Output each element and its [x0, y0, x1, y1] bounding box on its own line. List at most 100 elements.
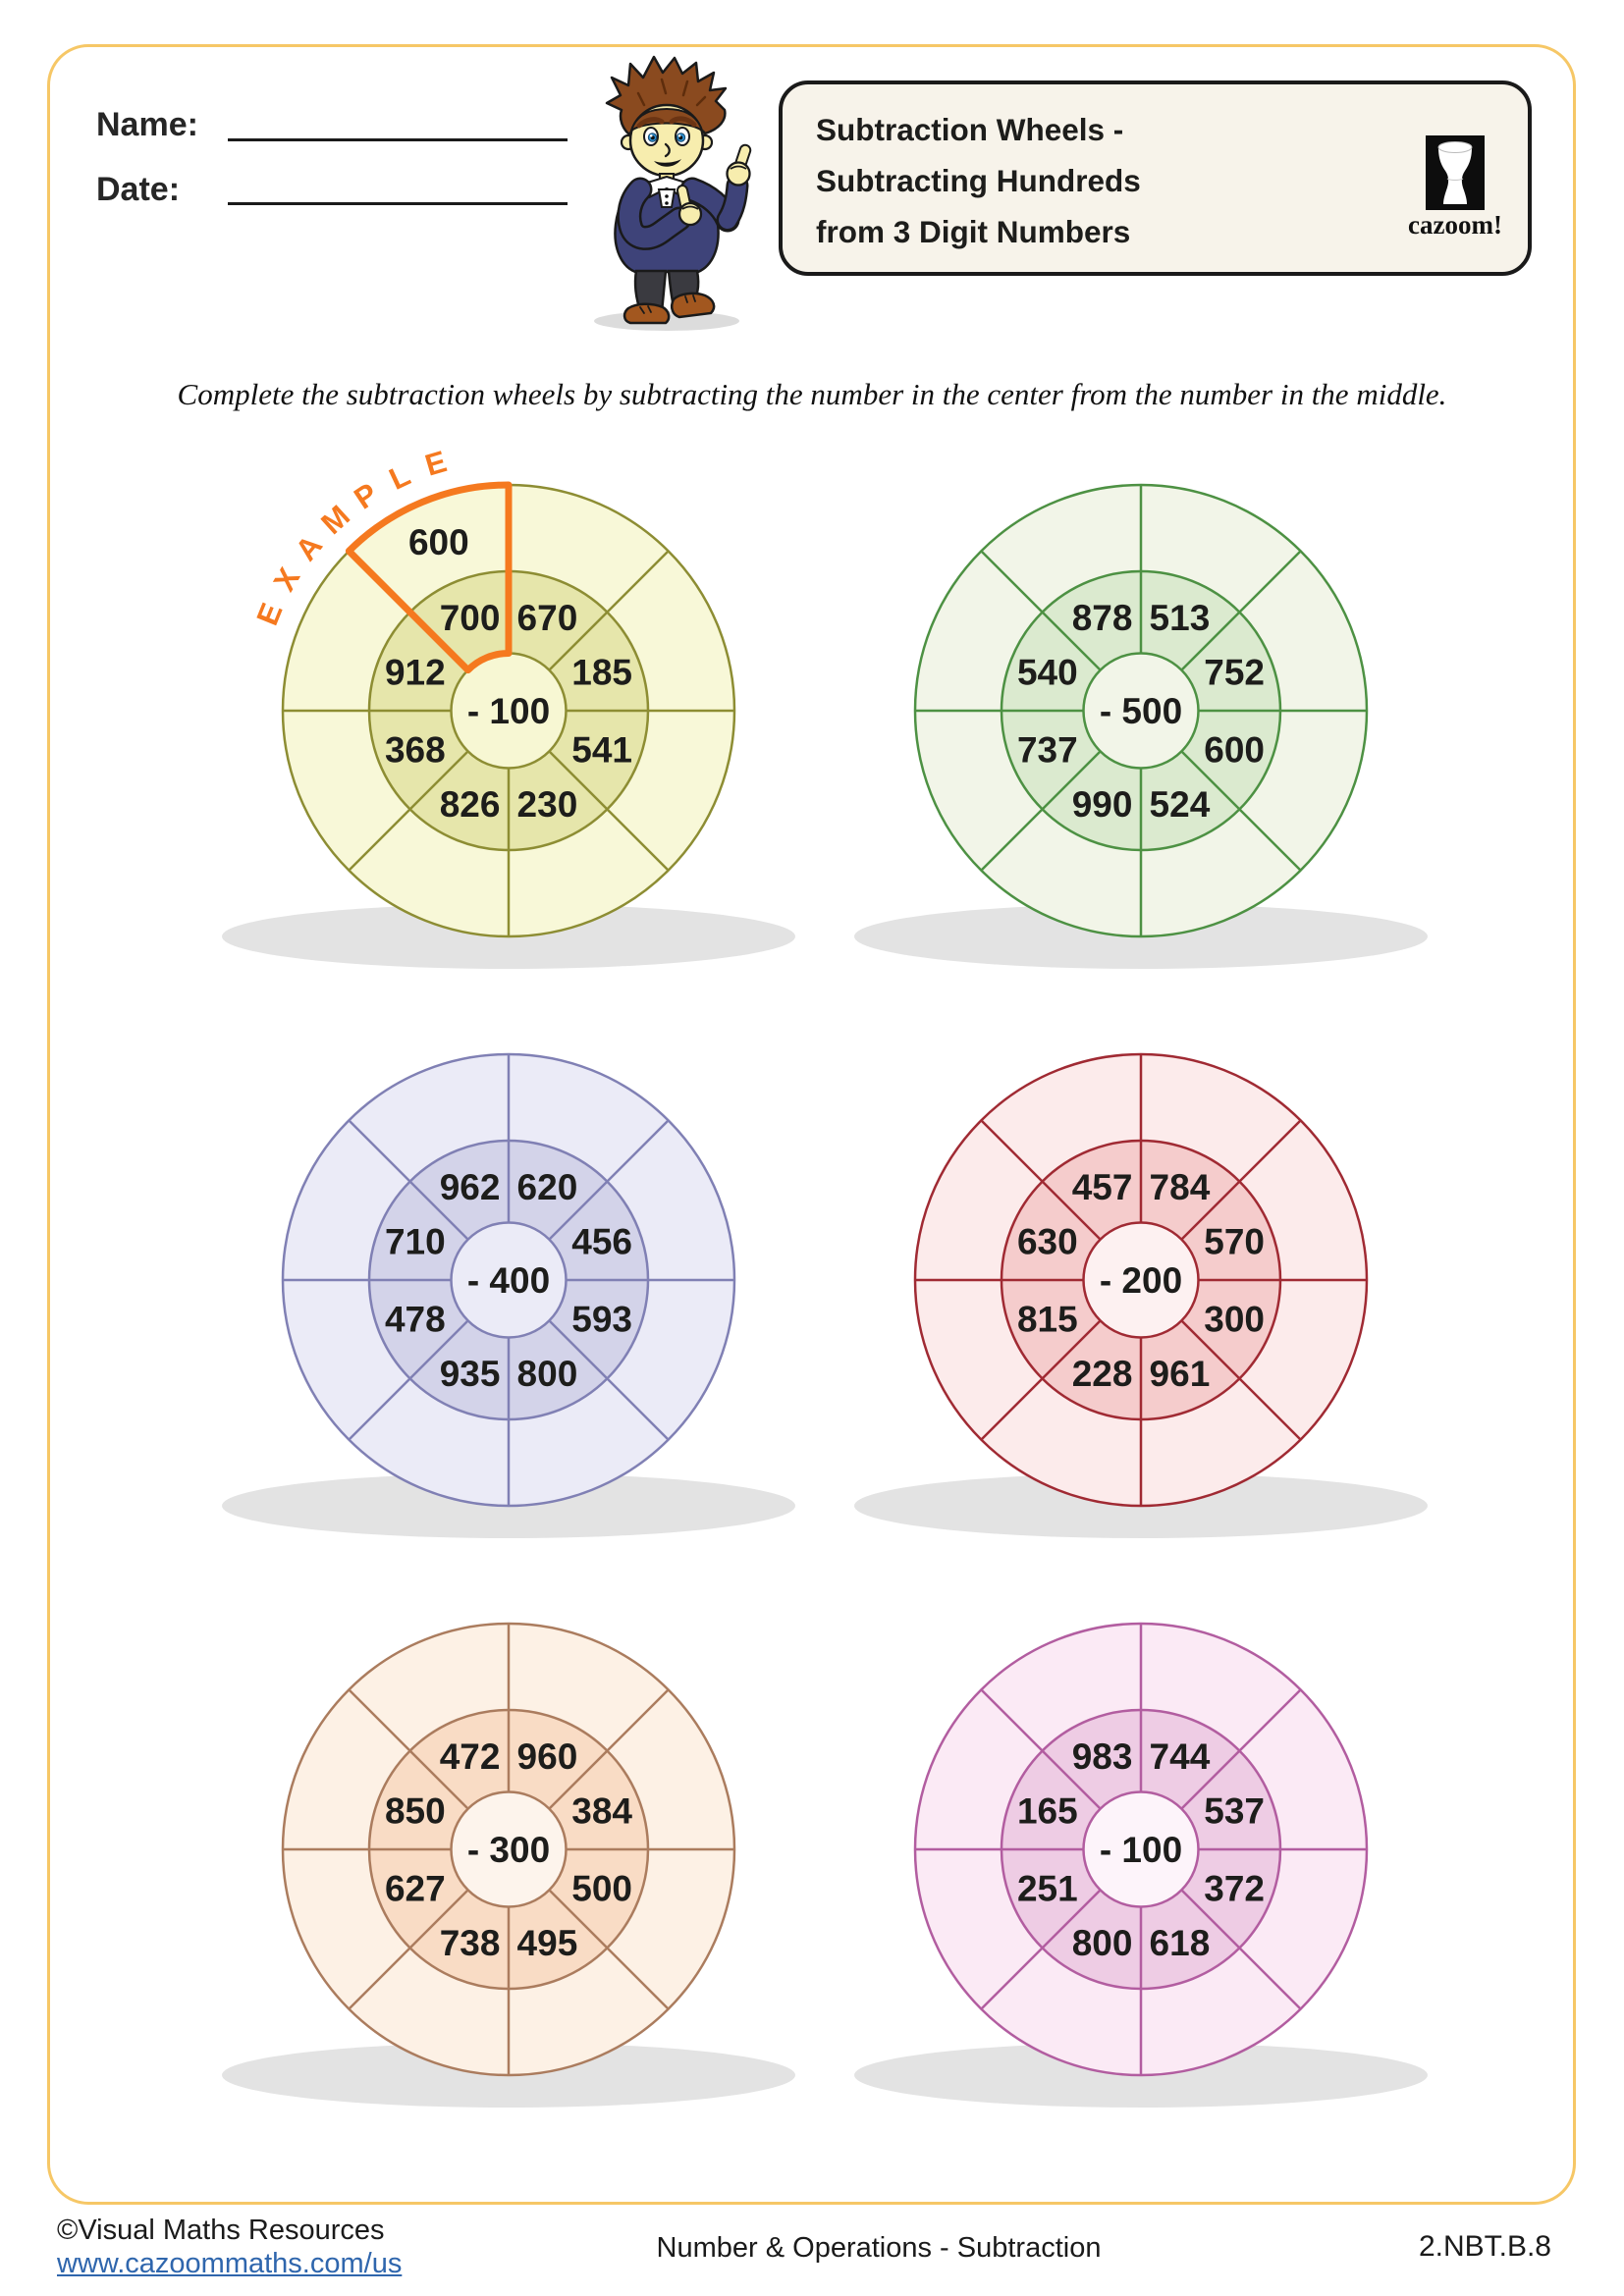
sector-divider-line	[980, 1119, 1102, 1241]
example-sector-outline	[345, 481, 513, 674]
title-line-1: Subtraction Wheels -	[816, 112, 1124, 147]
sector-divider-line	[348, 1319, 469, 1441]
example-label-letter: P	[348, 476, 384, 516]
inner-sector-value: 800	[517, 1354, 578, 1394]
inner-sector-value: 251	[1017, 1868, 1078, 1908]
inner-sector-value: 800	[1072, 1923, 1133, 1963]
inner-sector-value: 850	[385, 1791, 446, 1832]
sector-divider-line	[1180, 750, 1302, 872]
sector-divider-line	[548, 550, 670, 671]
footer-topic: Number & Operations - Subtraction	[656, 2232, 1102, 2264]
mascot-eyebrows	[636, 116, 697, 129]
sector-divider-line	[1180, 1319, 1302, 1441]
mascot-laces	[639, 294, 696, 314]
subtraction-wheel-4: 784 570 300 961 228 815 630 457 - 200	[854, 1052, 1428, 1538]
name-line	[228, 138, 568, 141]
mascot-mouth	[654, 159, 681, 167]
sector-divider-line	[548, 1889, 670, 2010]
wheel-ring-outline	[450, 1221, 568, 1339]
footer-link[interactable]: www.cazoommaths.com/us	[57, 2248, 403, 2279]
inner-sector-value: 738	[440, 1923, 501, 1963]
inner-sector-value: 593	[571, 1299, 632, 1339]
inner-sector-value: 513	[1150, 598, 1211, 638]
sector-divider-line	[980, 750, 1102, 872]
mascot-button	[665, 201, 669, 205]
wheel-ring-fill	[451, 653, 567, 769]
inner-sector-value: 815	[1017, 1299, 1078, 1339]
title-line-3: from 3 Digit Numbers	[816, 214, 1131, 249]
mascot-boy-illustration	[594, 55, 752, 331]
wheel-center-operation: - 100	[1100, 1830, 1182, 1870]
wheel-ring-outline	[367, 1139, 650, 1421]
sector-divider-line	[1180, 1688, 1302, 1810]
example-label-letter: A	[289, 528, 329, 566]
subtraction-wheel-6: 744 537 372 618 800 251 165 983 - 100	[854, 1622, 1428, 2108]
inner-sector-value: 618	[1150, 1923, 1211, 1963]
wheel-ring-fill	[1083, 653, 1199, 769]
date-label: Date:	[96, 171, 181, 208]
wheel-ring-outline	[450, 1790, 568, 1908]
sector-divider-line	[980, 550, 1102, 671]
example-label-letter: X	[267, 561, 307, 597]
wheel-ring-outline	[913, 1622, 1369, 2077]
wheel-center-operation: - 400	[467, 1260, 550, 1301]
inner-sector-value: 478	[385, 1299, 446, 1339]
brand-name: cazoom!	[1408, 210, 1502, 240]
mascot-eyes	[643, 127, 690, 146]
wheel-ring-fill	[451, 1222, 567, 1338]
sector-divider-line	[348, 1688, 469, 1810]
inner-sector-value: 912	[385, 653, 446, 693]
sector-divider-line	[980, 1319, 1102, 1441]
mascot-shoe-right	[671, 292, 716, 319]
instruction-text: Complete the subtraction wheels by subtr…	[177, 377, 1447, 411]
footer-copyright: ©Visual Maths Resources	[57, 2215, 385, 2246]
wheel-center-operation: - 300	[467, 1830, 550, 1870]
sector-divider-line	[348, 1889, 469, 2010]
inner-sector-value: 500	[571, 1868, 632, 1908]
wheel-ring-outline	[913, 1052, 1369, 1508]
sector-divider-line	[548, 1688, 670, 1810]
sector-divider-line	[548, 1319, 670, 1441]
inner-sector-value: 710	[385, 1222, 446, 1262]
outer-sector-answer: 600	[408, 522, 469, 562]
inner-sector-value: 878	[1072, 598, 1133, 638]
inner-sector-value: 784	[1150, 1167, 1211, 1207]
subtraction-wheel-2: 513 752 600 524 990 737 540 878 - 500	[854, 483, 1428, 969]
mascot-hair-strands	[636, 78, 707, 107]
wheel-ring-outline	[1000, 1708, 1282, 1991]
sector-divider-line	[980, 1688, 1102, 1810]
example-label-letter: E	[249, 598, 289, 629]
inner-sector-value: 384	[571, 1791, 632, 1832]
date-line	[228, 202, 568, 205]
wheel-ring-outline	[1000, 569, 1282, 852]
mascot-button	[665, 194, 669, 198]
mascot-chest-hand	[677, 185, 703, 227]
inner-sector-value: 961	[1150, 1354, 1211, 1394]
inner-sector-value: 165	[1017, 1791, 1078, 1832]
inner-sector-value: 537	[1204, 1791, 1265, 1832]
wheel-ring-outline	[1082, 652, 1200, 770]
sector-divider-line	[348, 750, 469, 872]
sector-divider-line	[1180, 1119, 1302, 1241]
wheel-ring-outline	[1082, 1790, 1200, 1908]
inner-sector-value: 962	[440, 1167, 501, 1207]
inner-sector-value: 372	[1204, 1868, 1265, 1908]
inner-sector-value: 935	[440, 1354, 501, 1394]
wheel-ring-outline	[913, 483, 1369, 938]
inner-sector-value: 752	[1204, 653, 1265, 693]
worksheet-title: Subtraction Wheels - Subtracting Hundred…	[816, 104, 1141, 257]
example-label-letter: L	[384, 457, 415, 497]
title-line-2: Subtracting Hundreds	[816, 163, 1141, 198]
inner-sector-value: 600	[1204, 729, 1265, 770]
inner-sector-value: 540	[1017, 653, 1078, 693]
inner-sector-value: 670	[517, 598, 578, 638]
example-label-letter: E	[421, 444, 451, 482]
wheel-ring-outline	[281, 1622, 736, 2077]
sector-divider-line	[548, 1119, 670, 1241]
wheel-ring-outline	[281, 1052, 736, 1508]
sector-divider-line	[348, 1119, 469, 1241]
inner-sector-value: 541	[571, 729, 632, 770]
wheel-center-operation: - 100	[467, 691, 550, 731]
